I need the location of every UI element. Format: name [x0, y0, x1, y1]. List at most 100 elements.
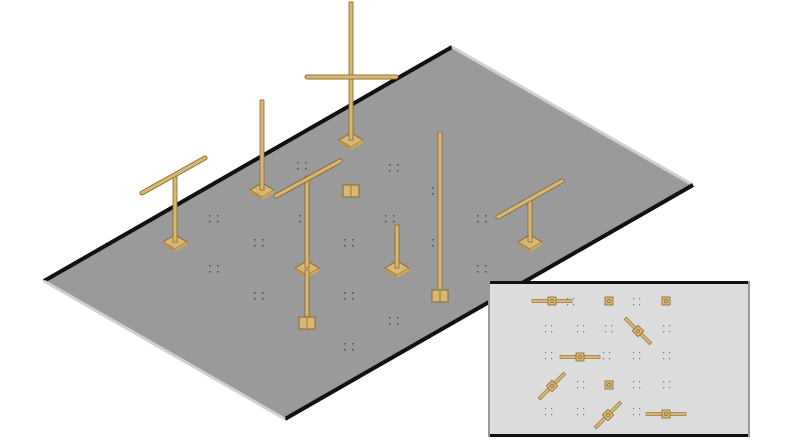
inset-anchor-dot	[633, 408, 635, 410]
post-pole	[304, 269, 310, 321]
inset-anchor-cluster	[603, 352, 611, 360]
post-pole	[259, 99, 265, 191]
inset-anchor-dot	[669, 325, 671, 327]
inset-anchor-dot	[639, 358, 641, 360]
anchor-dot	[209, 265, 211, 267]
inset-anchor-dot	[577, 325, 579, 327]
post-base-side	[351, 140, 363, 150]
anchor-dot	[352, 292, 354, 294]
inset-anchor-dot	[663, 387, 665, 389]
anchor-dot	[397, 170, 399, 172]
inset-anchor-dot	[583, 414, 585, 416]
inset-anchor-dot	[639, 414, 641, 416]
anchor-dot	[389, 323, 391, 325]
inset-anchor-dot	[663, 358, 665, 360]
inset-anchor-dot	[639, 298, 641, 300]
inset-anchor-dot	[545, 331, 547, 333]
diagonal-beam-post	[273, 158, 343, 278]
inset-anchor-dot	[633, 298, 635, 300]
anchor-dot	[305, 162, 307, 164]
inset-post-footprint	[604, 380, 614, 390]
anchor-dot	[477, 271, 479, 273]
anchor-dot	[262, 292, 264, 294]
post-base-side	[339, 140, 351, 150]
anchor-mark-cluster	[344, 343, 354, 351]
inset-anchor-cluster	[633, 352, 641, 360]
inset-anchor-dot	[609, 352, 611, 354]
inset-anchor-dot	[663, 352, 665, 354]
post-base-side	[518, 242, 530, 252]
crossbar	[140, 156, 207, 195]
inset-anchor-cluster	[663, 352, 671, 360]
posts-group	[139, 1, 565, 330]
anchor-dot	[262, 298, 264, 300]
post-base-side	[397, 268, 409, 278]
inset-footprint-pole	[578, 355, 582, 359]
inset-anchor-dot	[577, 414, 579, 416]
inset-anchor-dot	[551, 408, 553, 410]
anchor-mark-cluster	[254, 239, 264, 247]
inset-footprint-pole	[636, 329, 640, 333]
anchor-dot	[352, 349, 354, 351]
tall-crossbar-post	[304, 1, 399, 198]
anchor-dot	[397, 323, 399, 325]
post-base-side	[262, 190, 274, 200]
inset-anchor-dot	[545, 408, 547, 410]
inset-anchor-cluster	[663, 381, 671, 389]
inset-anchor-dot	[603, 358, 605, 360]
inset-anchor-cluster	[545, 352, 553, 360]
anchor-dot	[344, 239, 346, 241]
inset-anchor-cluster	[567, 298, 575, 306]
anchor-dot	[217, 271, 219, 273]
back-plain-post	[249, 99, 275, 200]
inset-footprint-pole	[664, 299, 668, 303]
inset-anchor-cluster	[633, 298, 641, 306]
inset-anchor-dot	[639, 387, 641, 389]
inset-anchor-dot	[633, 414, 635, 416]
anchor-dot	[477, 215, 479, 217]
anchor-dot	[389, 317, 391, 319]
anchor-dot	[485, 265, 487, 267]
inset-anchor-dot	[669, 331, 671, 333]
plan-view-inset	[488, 281, 750, 437]
inset-anchor-dot	[567, 298, 569, 300]
anchor-dot	[305, 168, 307, 170]
inset-footprint-square	[545, 379, 559, 393]
inset-footprint-pole	[550, 299, 554, 303]
inset-anchor-dot	[577, 387, 579, 389]
inset-anchor-dot	[639, 408, 641, 410]
inset-footprint-square	[661, 296, 671, 306]
anchor-dot	[432, 239, 434, 241]
anchor-dot	[217, 215, 219, 217]
crossbar	[274, 159, 342, 198]
anchor-mark-cluster	[477, 265, 487, 273]
anchor-dot	[485, 221, 487, 223]
right-tee-post	[495, 178, 565, 252]
inset-anchor-dot	[577, 408, 579, 410]
inset-footprint-square	[575, 352, 585, 362]
inset-footprint-square	[631, 324, 645, 338]
inset-anchor-dot	[669, 387, 671, 389]
inset-anchor-dot	[573, 298, 575, 300]
post-base-side	[163, 242, 175, 252]
inset-anchor-dot	[551, 352, 553, 354]
post-pole	[348, 1, 354, 141]
anchor-mark-cluster	[254, 292, 264, 300]
anchor-mark-cluster	[344, 239, 354, 247]
tall-thin-post	[431, 131, 449, 303]
inset-crossbar-plan	[593, 400, 623, 430]
anchor-dot	[254, 245, 256, 247]
inset-anchor-cluster	[663, 325, 671, 333]
inset-anchor-dot	[633, 304, 635, 306]
inset-anchor-dot	[603, 352, 605, 354]
anchor-dot	[344, 245, 346, 247]
anchor-dot	[352, 245, 354, 247]
inset-anchor-dot	[551, 414, 553, 416]
inset-anchor-dot	[545, 325, 547, 327]
inset-anchor-dot	[639, 381, 641, 383]
inset-post-footprint	[661, 296, 671, 306]
anchor-dot	[352, 343, 354, 345]
anchor-dot	[344, 292, 346, 294]
inset-anchor-cluster	[605, 325, 613, 333]
anchor-dot	[209, 221, 211, 223]
